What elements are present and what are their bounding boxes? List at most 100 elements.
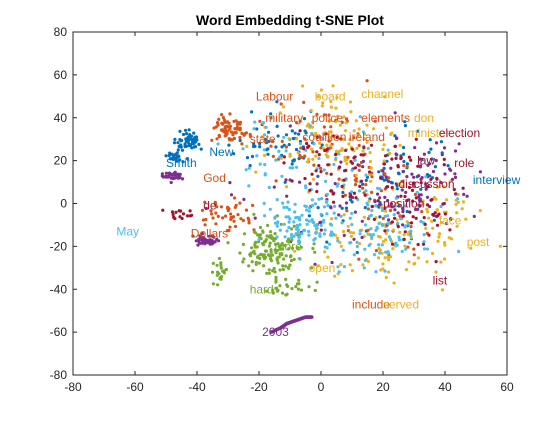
scatter-point xyxy=(336,239,340,243)
scatter-point xyxy=(222,118,227,122)
scatter-point xyxy=(298,180,302,184)
scatter-point xyxy=(376,234,381,239)
word-label: list xyxy=(433,274,448,288)
scatter-point xyxy=(344,121,348,125)
scatter-point xyxy=(431,169,436,174)
scatter-point xyxy=(297,157,301,161)
scatter-point xyxy=(316,174,320,178)
scatter-point xyxy=(453,149,458,153)
scatter-point xyxy=(200,208,205,212)
x-tick-label: -60 xyxy=(126,380,144,394)
scatter-point xyxy=(242,232,247,236)
scatter-point xyxy=(427,216,431,220)
scatter-point xyxy=(377,170,381,174)
scatter-point xyxy=(376,256,381,260)
scatter-point xyxy=(403,244,407,248)
scatter-point xyxy=(461,186,465,190)
scatter-point xyxy=(430,219,434,223)
scatter-point xyxy=(424,182,428,186)
scatter-point xyxy=(367,243,371,248)
scatter-point xyxy=(369,166,373,170)
scatter-point xyxy=(297,257,301,261)
scatter-point xyxy=(340,184,344,189)
scatter-point xyxy=(290,162,294,166)
scatter-point xyxy=(220,113,224,117)
scatter-point xyxy=(160,174,164,178)
scatter-point xyxy=(387,176,391,180)
scatter-point xyxy=(256,233,260,237)
scatter-point xyxy=(341,194,345,198)
scatter-point xyxy=(418,204,422,208)
scatter-point xyxy=(226,206,230,211)
scatter-point xyxy=(337,152,341,156)
scatter-point xyxy=(378,203,382,207)
word-label: served xyxy=(383,297,419,311)
scatter-point xyxy=(250,110,254,114)
scatter-point xyxy=(254,262,258,266)
scatter-point xyxy=(341,190,345,195)
scatter-point xyxy=(377,246,381,251)
scatter-point xyxy=(291,136,295,141)
scatter-point xyxy=(277,255,281,259)
scatter-point xyxy=(300,213,304,217)
scatter-point xyxy=(303,228,307,232)
scatter-point xyxy=(314,224,318,228)
scatter-point xyxy=(388,151,392,155)
scatter-point xyxy=(304,204,308,209)
scatter-point xyxy=(419,219,423,223)
scatter-point xyxy=(408,241,412,245)
scatter-point xyxy=(284,178,288,182)
scatter-point xyxy=(437,232,442,236)
scatter-point xyxy=(316,264,320,268)
scatter-point xyxy=(209,209,213,213)
scatter-point xyxy=(439,140,443,144)
scatter-point xyxy=(416,164,420,168)
scatter-point xyxy=(311,246,315,251)
scatter-point xyxy=(313,288,317,293)
scatter-point xyxy=(405,165,409,169)
scatter-point xyxy=(409,225,413,229)
scatter-point xyxy=(284,254,288,258)
scatter-point xyxy=(385,159,389,163)
scatter-point xyxy=(320,197,324,201)
scatter-point xyxy=(282,161,286,165)
scatter-point xyxy=(404,247,408,251)
scatter-point xyxy=(416,207,420,211)
scatter-point xyxy=(382,239,386,244)
scatter-point xyxy=(328,135,332,140)
scatter-point xyxy=(261,121,265,125)
scatter-point xyxy=(193,135,197,139)
word-label: more xyxy=(275,239,303,253)
scatter-point xyxy=(238,138,242,143)
y-tick-label: -60 xyxy=(50,325,68,339)
scatter-point xyxy=(361,159,365,163)
scatter-point xyxy=(383,229,387,233)
scatter-point xyxy=(344,129,348,133)
scatter-point xyxy=(334,153,338,157)
scatter-point xyxy=(422,216,426,220)
scatter-point xyxy=(334,120,338,124)
scatter-point xyxy=(384,231,388,235)
scatter-point xyxy=(380,243,384,247)
scatter-point xyxy=(314,131,318,135)
scatter-point xyxy=(164,171,168,175)
scatter-point xyxy=(307,285,311,289)
scatter-point xyxy=(319,88,323,92)
scatter-point xyxy=(365,123,369,127)
scatter-point xyxy=(364,223,368,227)
scatter-point xyxy=(258,145,262,149)
scatter-point xyxy=(275,198,279,202)
scatter-point xyxy=(333,204,337,208)
scatter-point xyxy=(382,143,386,147)
scatter-point xyxy=(322,113,327,117)
scatter-point xyxy=(204,206,208,211)
scatter-point xyxy=(364,173,368,177)
scatter-point xyxy=(431,226,435,230)
scatter-point xyxy=(232,136,236,140)
scatter-point xyxy=(298,235,302,239)
scatter-point xyxy=(378,251,382,255)
scatter-point xyxy=(173,137,177,141)
scatter-point xyxy=(310,203,314,208)
x-tick-label: -40 xyxy=(188,380,206,394)
scatter-point xyxy=(345,161,349,166)
